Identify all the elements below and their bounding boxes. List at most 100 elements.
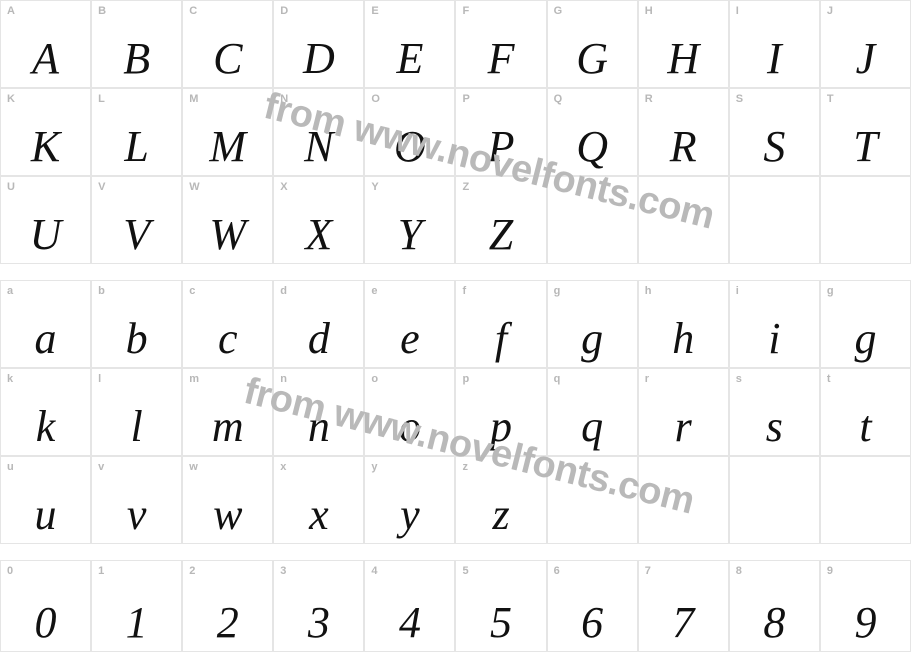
font-character-map: AABBCCDDEEFFGGHHIIJJKKLLMMNNOOPPQQRRSSTT… (0, 0, 911, 668)
cell-glyph: p (456, 405, 545, 449)
char-cell: KK (0, 88, 91, 176)
cell-glyph: z (456, 493, 545, 537)
char-cell: SS (729, 88, 820, 176)
char-cell: VV (91, 176, 182, 264)
cell-label: 6 (554, 565, 560, 577)
char-cell: II (729, 0, 820, 88)
cell-glyph: E (365, 37, 454, 81)
char-cell: 44 (364, 560, 455, 652)
cell-glyph: b (92, 317, 181, 361)
cell-glyph: e (365, 317, 454, 361)
cell-label: f (462, 285, 466, 297)
cell-glyph: Z (456, 213, 545, 257)
char-cell: gg (820, 280, 911, 368)
cell-label: a (7, 285, 13, 297)
cell-glyph: O (365, 125, 454, 169)
cell-glyph: Y (365, 213, 454, 257)
char-cell: vv (91, 456, 182, 544)
cell-glyph: 7 (639, 601, 728, 645)
cell-glyph: G (548, 37, 637, 81)
cell-glyph: S (730, 125, 819, 169)
char-cell (729, 176, 820, 264)
char-cell: QQ (547, 88, 638, 176)
cell-label: A (7, 5, 15, 17)
cell-glyph: o (365, 405, 454, 449)
cell-label: x (280, 461, 286, 473)
cell-glyph: F (456, 37, 545, 81)
cell-glyph: q (548, 405, 637, 449)
char-cell: yy (364, 456, 455, 544)
char-cell: AA (0, 0, 91, 88)
char-cell: BB (91, 0, 182, 88)
cell-label: U (7, 181, 15, 193)
uppercase-section: AABBCCDDEEFFGGHHIIJJKKLLMMNNOOPPQQRRSSTT… (0, 0, 911, 264)
cell-glyph: P (456, 125, 545, 169)
cell-label: t (827, 373, 831, 385)
cell-glyph: x (274, 493, 363, 537)
cell-label: d (280, 285, 287, 297)
cell-label: b (98, 285, 105, 297)
cell-label: z (462, 461, 468, 473)
char-cell: hh (638, 280, 729, 368)
cell-label: m (189, 373, 199, 385)
cell-glyph: y (365, 493, 454, 537)
char-cell: 66 (547, 560, 638, 652)
cell-label: T (827, 93, 834, 105)
char-cell: NN (273, 88, 364, 176)
cell-label: n (280, 373, 287, 385)
cell-label: h (645, 285, 652, 297)
char-cell: ZZ (455, 176, 546, 264)
cell-glyph: i (730, 317, 819, 361)
cell-glyph: l (92, 405, 181, 449)
cell-glyph: R (639, 125, 728, 169)
cell-label: e (371, 285, 377, 297)
section-gap (0, 264, 911, 280)
char-cell: HH (638, 0, 729, 88)
char-cell: LL (91, 88, 182, 176)
cell-label: V (98, 181, 105, 193)
char-cell: xx (273, 456, 364, 544)
cell-glyph: T (821, 125, 910, 169)
char-cell: 22 (182, 560, 273, 652)
char-cell (547, 176, 638, 264)
cell-label: C (189, 5, 197, 17)
cell-label: u (7, 461, 14, 473)
char-cell: 11 (91, 560, 182, 652)
cell-label: J (827, 5, 833, 17)
char-cell: gg (547, 280, 638, 368)
cell-glyph: 2 (183, 601, 272, 645)
char-cell: TT (820, 88, 911, 176)
cell-glyph: 8 (730, 601, 819, 645)
cell-glyph: U (1, 213, 90, 257)
cell-glyph: w (183, 493, 272, 537)
cell-glyph: D (274, 37, 363, 81)
char-cell: ll (91, 368, 182, 456)
cell-label: N (280, 93, 288, 105)
cell-label: 0 (7, 565, 13, 577)
char-cell (729, 456, 820, 544)
cell-glyph: 9 (821, 601, 910, 645)
char-cell: bb (91, 280, 182, 368)
cell-glyph: v (92, 493, 181, 537)
cell-glyph: h (639, 317, 728, 361)
cell-label: c (189, 285, 195, 297)
char-cell: oo (364, 368, 455, 456)
char-cell: OO (364, 88, 455, 176)
char-cell (547, 456, 638, 544)
cell-glyph: N (274, 125, 363, 169)
cell-label: Z (462, 181, 469, 193)
cell-label: w (189, 461, 198, 473)
cell-glyph: u (1, 493, 90, 537)
char-cell: WW (182, 176, 273, 264)
cell-label: r (645, 373, 649, 385)
cell-glyph: W (183, 213, 272, 257)
cell-label: W (189, 181, 199, 193)
cell-glyph: a (1, 317, 90, 361)
cell-label: P (462, 93, 469, 105)
cell-label: S (736, 93, 743, 105)
cell-glyph: I (730, 37, 819, 81)
cell-label: I (736, 5, 739, 17)
cell-label: X (280, 181, 287, 193)
cell-glyph: 1 (92, 601, 181, 645)
char-cell: RR (638, 88, 729, 176)
